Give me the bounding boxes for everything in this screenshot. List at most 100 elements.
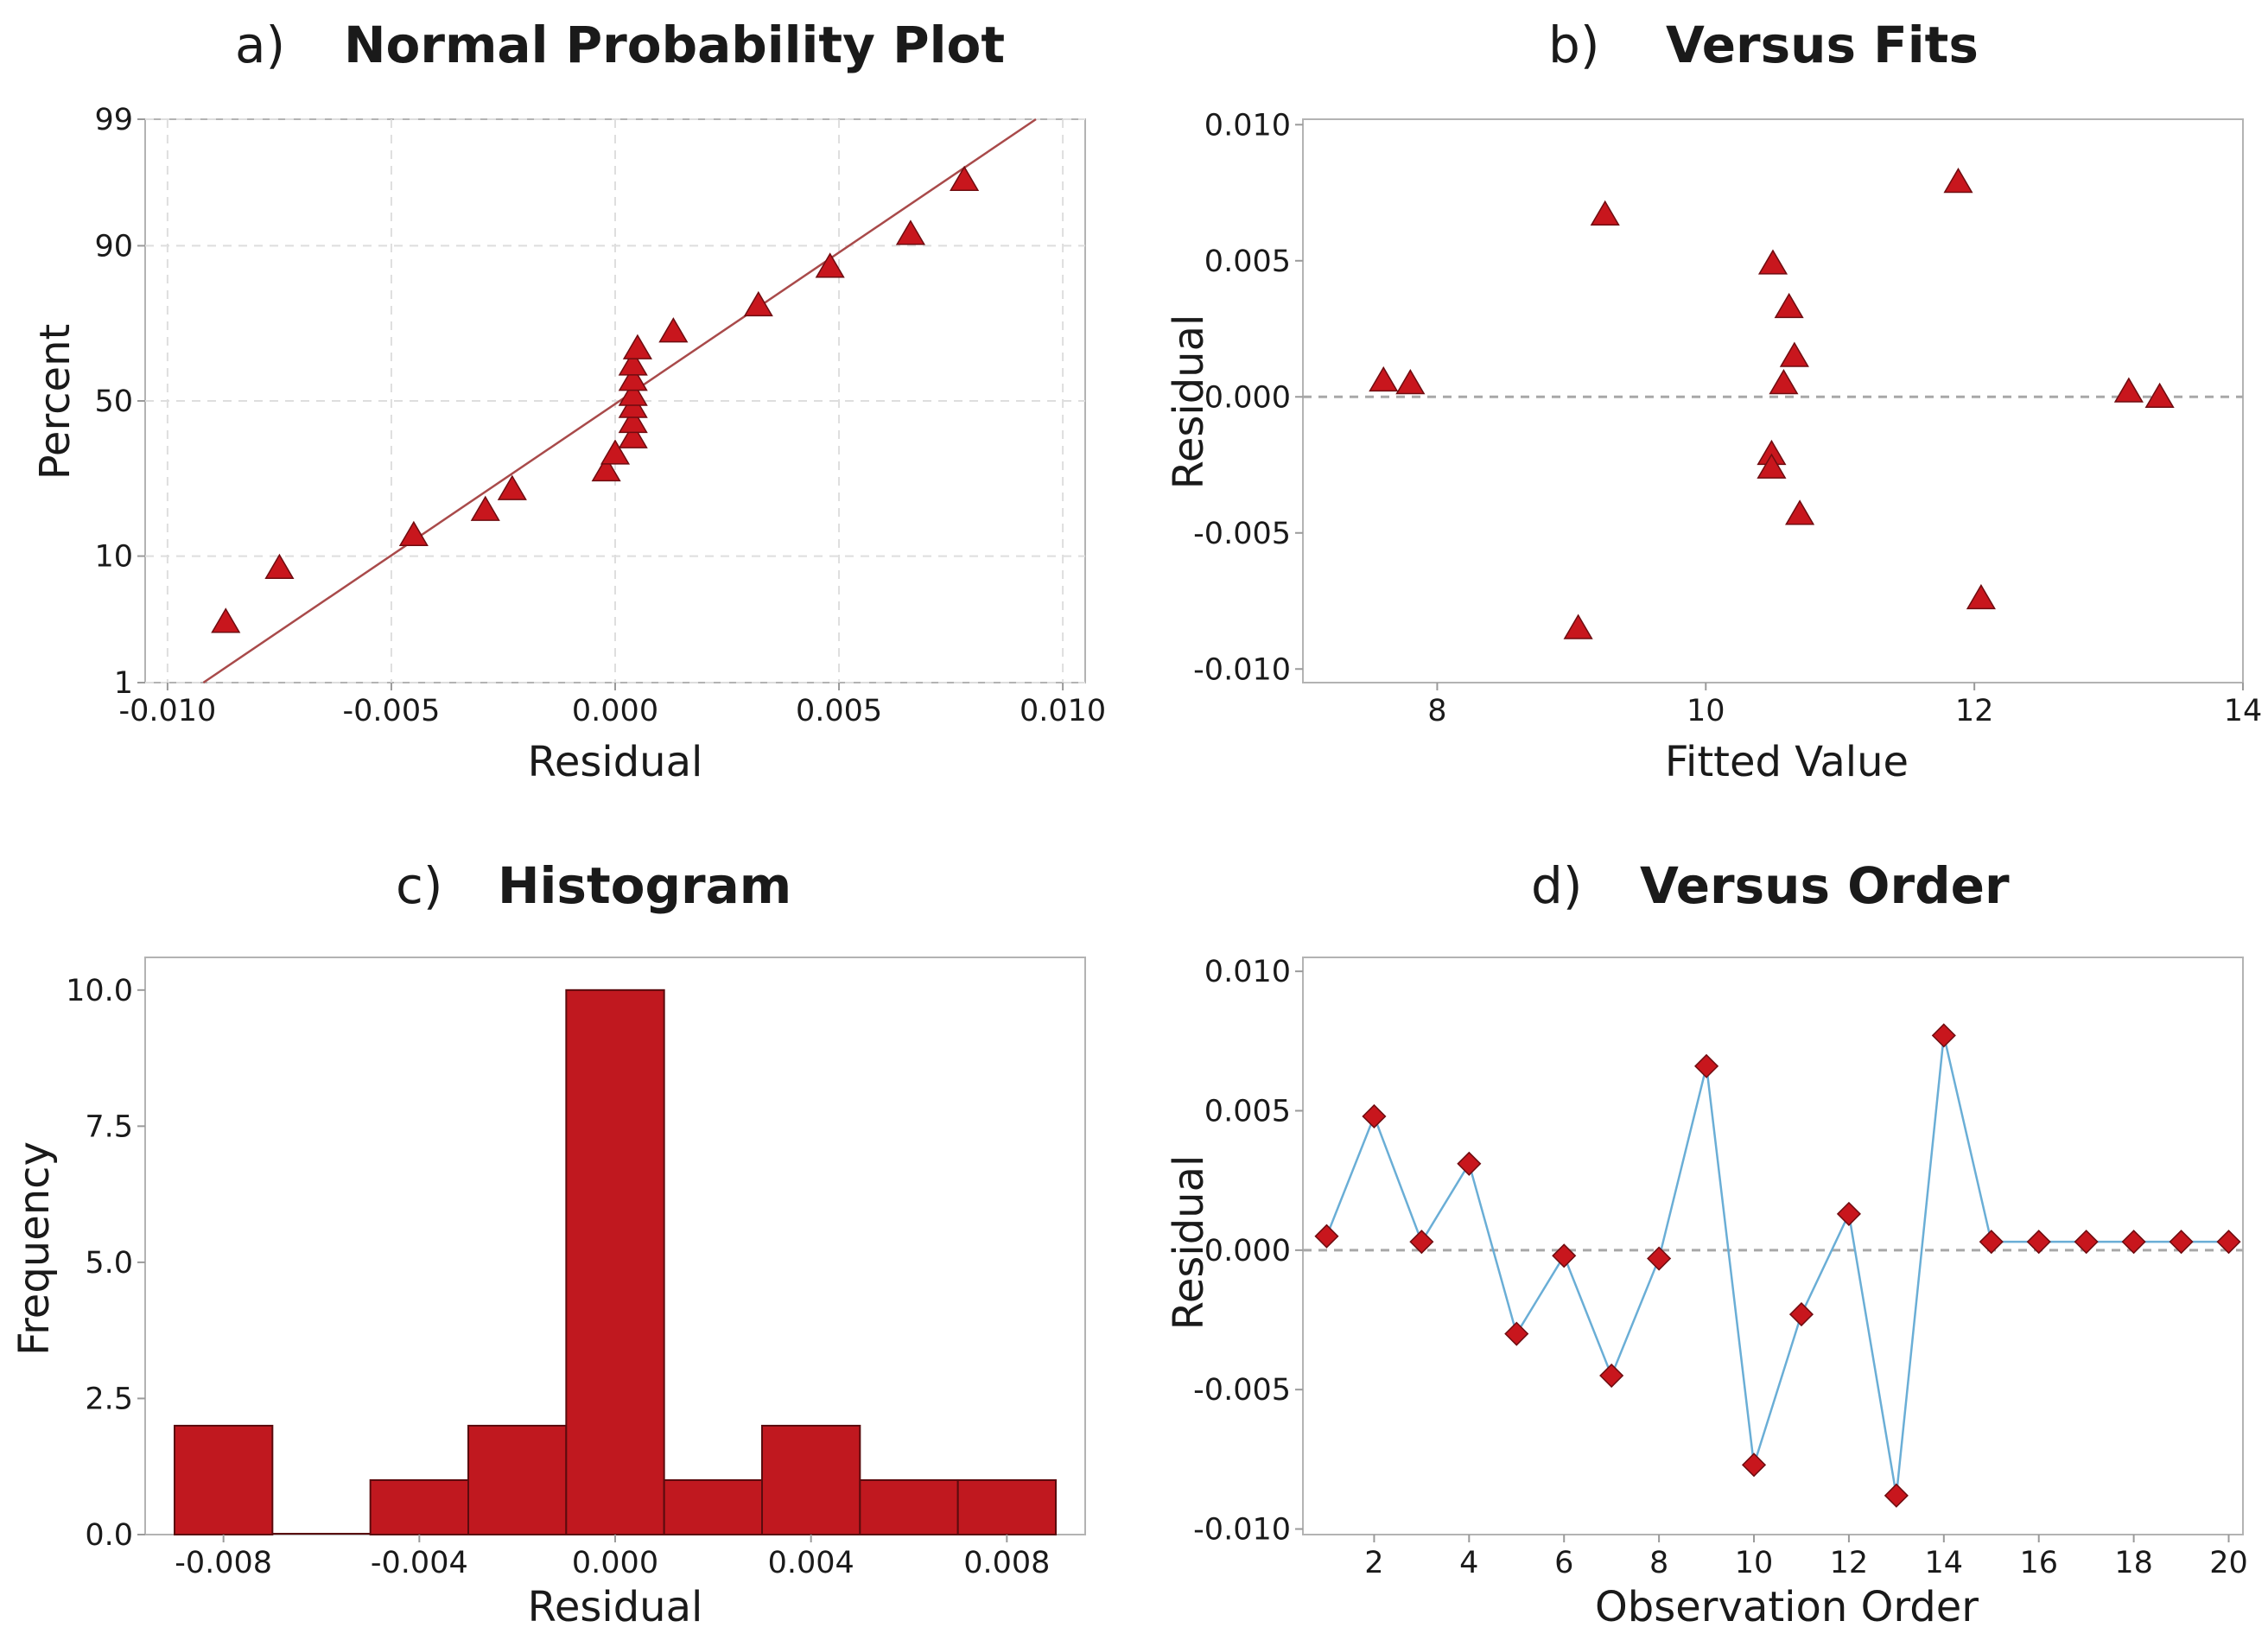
panel-b-y-tick-label: -0.010 — [1193, 652, 1291, 687]
panel-a-data-point — [398, 520, 429, 546]
panel-a-y-tick-label: 50 — [94, 385, 133, 419]
panel-b-data-point — [1769, 369, 1799, 395]
panel-b-x-tick-label: 10 — [1687, 694, 1725, 728]
panel-b-x-tick-label: 14 — [2224, 694, 2263, 728]
panel-d-data-point — [2216, 1230, 2241, 1255]
panel-d-y-tick-label: 0.000 — [1204, 1234, 1291, 1268]
panel-a-data-point — [264, 553, 295, 579]
panel-c-histogram-bar — [956, 1478, 1057, 1535]
panel-b-data-point — [1774, 292, 1804, 319]
panel-a-y-tick-label: 1 — [114, 666, 133, 701]
panel-a-x-tick-label: -0.010 — [118, 694, 216, 728]
panel-c-x-tick-label: 0.004 — [768, 1546, 854, 1580]
panel-d-x-tick-label: 2 — [1364, 1546, 1383, 1580]
panel-b-data-point — [1757, 249, 1788, 275]
panel-b-data-point — [1590, 200, 1620, 226]
panel-b-letter: b) — [1548, 16, 1599, 74]
panel-c-letter: c) — [396, 856, 443, 915]
panel-a-data-point — [618, 407, 648, 434]
panel-a-data-point — [815, 252, 845, 278]
panel-a-x-tick-label: 0.005 — [796, 694, 882, 728]
panel-b-title: Versus Fits — [1666, 16, 1979, 74]
panel-a-data-point — [618, 423, 648, 448]
panel-a-ylabel: Percent — [31, 324, 79, 480]
panel-d-data-point — [1979, 1230, 2004, 1255]
panel-d-xlabel: Observation Order — [1595, 1583, 1979, 1631]
panel-a-data-point — [470, 495, 500, 521]
panel-a-xlabel: Residual — [528, 738, 703, 786]
panel-a-data-point — [622, 334, 652, 359]
panel-d-y-tick-label: 0.010 — [1204, 955, 1291, 989]
panel-c-histogram-bar — [174, 1424, 274, 1536]
panel-b-y-tick-label: 0.000 — [1204, 380, 1291, 415]
panel-a-data-point — [600, 439, 631, 465]
panel-c-xlabel: Residual — [528, 1583, 703, 1631]
panel-a-title: Normal Probability Plot — [344, 16, 1005, 74]
panel-a-data-point — [618, 350, 648, 376]
panel-d-x-tick-label: 18 — [2114, 1546, 2153, 1580]
normal-probability-plot-panel: a) Normal Probability Plot Residual Perc… — [31, 16, 1106, 786]
panel-c-y-tick-label: 10.0 — [66, 974, 133, 1008]
panel-a-data-point — [618, 366, 648, 391]
panel-a-x-tick-label: -0.005 — [343, 694, 441, 728]
panel-b-data-point — [1943, 167, 1973, 194]
panel-d-data-point — [2169, 1230, 2194, 1255]
panel-d-data-point — [1788, 1302, 1814, 1327]
panel-a-y-tick-label: 90 — [94, 229, 133, 264]
panel-d-data-point — [1694, 1053, 1719, 1078]
panel-d-x-tick-label: 4 — [1459, 1546, 1478, 1580]
panel-b-data-point — [1779, 341, 1809, 367]
panel-d-data-point — [1884, 1483, 1909, 1508]
panel-b-y-tick-label: 0.010 — [1204, 108, 1291, 143]
panel-d-data-point — [2026, 1230, 2051, 1255]
histogram-panel: c) Histogram Residual Frequency -0.008 -0… — [10, 856, 1086, 1631]
panel-a-data-point — [497, 474, 527, 500]
panel-d-y-tick-label: -0.010 — [1193, 1513, 1291, 1548]
panel-d-y-tick-label: 0.005 — [1204, 1094, 1291, 1128]
panel-a-data-point — [618, 380, 648, 406]
panel-d-frame — [1302, 957, 2244, 1535]
panel-d-x-tick-label: 16 — [2019, 1546, 2058, 1580]
panel-c-histogram-bar — [369, 1478, 469, 1535]
panel-d-data-point — [1647, 1246, 1672, 1271]
panel-a-data-point — [950, 165, 980, 192]
panel-b-data-point — [1369, 366, 1399, 392]
panel-d-data-point — [1362, 1103, 1387, 1129]
panel-a-x-tick-label: 0.010 — [1020, 694, 1106, 728]
panel-c-title: Histogram — [498, 856, 791, 915]
versus-order-panel: d) Versus Order Observation Order Residu… — [1165, 856, 2248, 1631]
panel-c-x-tick-label: 0.008 — [963, 1546, 1050, 1580]
panel-b-data-point — [1966, 583, 1996, 610]
panel-c-y-tick-label: 5.0 — [85, 1246, 133, 1281]
panel-b-data-point — [1563, 613, 1593, 639]
panel-d-x-tick-label: 8 — [1649, 1546, 1668, 1580]
panel-b-x-tick-label: 8 — [1427, 694, 1446, 728]
panel-c-y-tick-label: 2.5 — [85, 1382, 133, 1416]
panel-d-data-point — [2121, 1230, 2146, 1255]
panel-c-histogram-bar — [565, 988, 665, 1535]
panel-d-data-point — [1931, 1023, 1956, 1048]
panel-d-data-point — [1599, 1363, 1624, 1389]
panel-c-y-tick-label: 0.0 — [85, 1518, 133, 1553]
panel-a-data-point — [211, 607, 241, 633]
panel-d-x-tick-label: 6 — [1554, 1546, 1573, 1580]
panel-c-histogram-bar — [859, 1478, 959, 1535]
panel-d-ylabel: Residual — [1165, 1155, 1213, 1331]
panel-d-data-point — [2074, 1230, 2099, 1255]
panel-a-data-point — [591, 455, 621, 482]
panel-a-letter: a) — [235, 16, 285, 74]
panel-d-title: Versus Order — [1640, 856, 2010, 915]
panel-d-x-tick-label: 14 — [1925, 1546, 1964, 1580]
panel-d-data-point — [1836, 1201, 1861, 1226]
histogram-plot-area: -0.008 -0.004 0.000 0.004 0.008 0.0 2.5 5.0 7.5 1… — [66, 957, 1086, 1580]
panel-d-data-point — [1314, 1224, 1339, 1249]
panel-b-xlabel: Fitted Value — [1665, 738, 1909, 786]
panel-a-data-point — [658, 317, 689, 343]
panel-a-y-tick-label: 99 — [94, 103, 133, 137]
panel-a-x-tick-label: 0.000 — [572, 694, 658, 728]
panel-d-data-point — [1504, 1321, 1529, 1346]
panel-a-data-point — [743, 290, 773, 317]
versus-order-plot-area: 2 4 6 8 10 12 14 16 18 20 -0.010 -0.005 0.000 0.005 0.… — [1193, 955, 2248, 1580]
panel-d-data-point — [1457, 1151, 1482, 1176]
